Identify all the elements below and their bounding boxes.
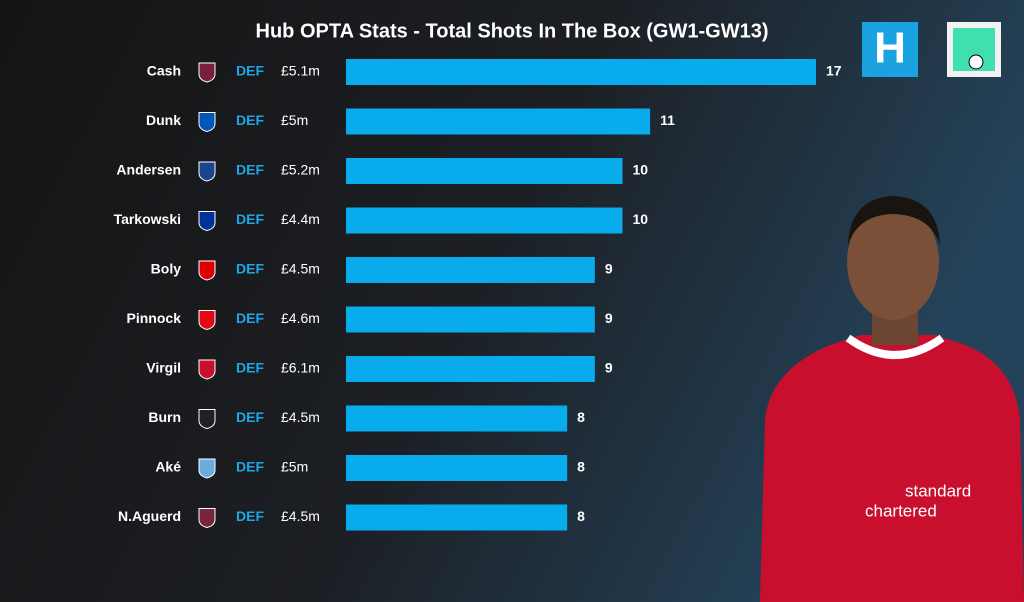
value-label: 9 [605, 261, 613, 277]
position: DEF [236, 360, 264, 376]
position: DEF [236, 211, 264, 227]
player-name: Cash [147, 63, 181, 79]
value-label: 9 [605, 360, 613, 376]
club-badge [198, 62, 216, 83]
value-label: 8 [577, 459, 585, 475]
position: DEF [236, 508, 264, 524]
player-name: N.Aguerd [118, 508, 181, 524]
bar [346, 405, 568, 432]
sponsor: chartered [865, 501, 937, 520]
value-label: 17 [826, 63, 842, 79]
position: DEF [236, 261, 264, 277]
player-name: Boly [151, 261, 182, 277]
position: DEF [236, 63, 264, 79]
player-name: Aké [155, 459, 181, 475]
value-label: 8 [577, 508, 585, 524]
price: £6.1m [281, 360, 320, 376]
chart-title: Hub OPTA Stats - Total Shots In The Box … [256, 20, 769, 42]
bar [346, 455, 568, 481]
player-name: Burn [148, 409, 181, 425]
position: DEF [236, 409, 264, 425]
club-badge [198, 211, 216, 232]
player-name: Virgil [146, 360, 181, 376]
bar [346, 207, 623, 234]
club-badge [198, 458, 216, 479]
bar [346, 257, 595, 283]
position: DEF [236, 310, 264, 326]
svg-text:H: H [874, 24, 906, 73]
hub-logo: H [862, 22, 918, 77]
club-badge [198, 508, 216, 529]
player-name: Dunk [146, 112, 181, 128]
bar [346, 108, 651, 135]
club-badge [198, 359, 216, 380]
price: £4.5m [281, 508, 320, 524]
price: £4.5m [281, 261, 320, 277]
sponsor: standard [905, 481, 971, 500]
value-label: 10 [632, 162, 648, 178]
value-label: 9 [605, 310, 613, 326]
club-badge [198, 310, 216, 331]
position: DEF [236, 112, 264, 128]
price: £4.4m [281, 211, 320, 227]
price: £5.1m [281, 63, 320, 79]
price: £4.6m [281, 310, 320, 326]
price: £5m [281, 112, 308, 128]
bar [346, 59, 816, 85]
price: £5m [281, 459, 308, 475]
club-badge [198, 260, 216, 281]
value-label: 8 [577, 409, 585, 425]
site-logo [947, 22, 1001, 77]
player-name: Tarkowski [114, 211, 181, 227]
club-badge [198, 161, 216, 182]
player-name: Pinnock [127, 310, 182, 326]
bar [346, 306, 595, 333]
club-badge [198, 409, 216, 430]
player-name: Andersen [116, 162, 181, 178]
bar [346, 356, 595, 382]
value-label: 11 [660, 112, 675, 128]
position: DEF [236, 459, 264, 475]
club-badge [198, 112, 216, 133]
value-label: 10 [632, 211, 648, 227]
price: £4.5m [281, 409, 320, 425]
bar [346, 504, 568, 531]
price: £5.2m [281, 162, 320, 178]
player-photo: standard chartered [760, 196, 1024, 602]
bar [346, 158, 623, 184]
position: DEF [236, 162, 264, 178]
